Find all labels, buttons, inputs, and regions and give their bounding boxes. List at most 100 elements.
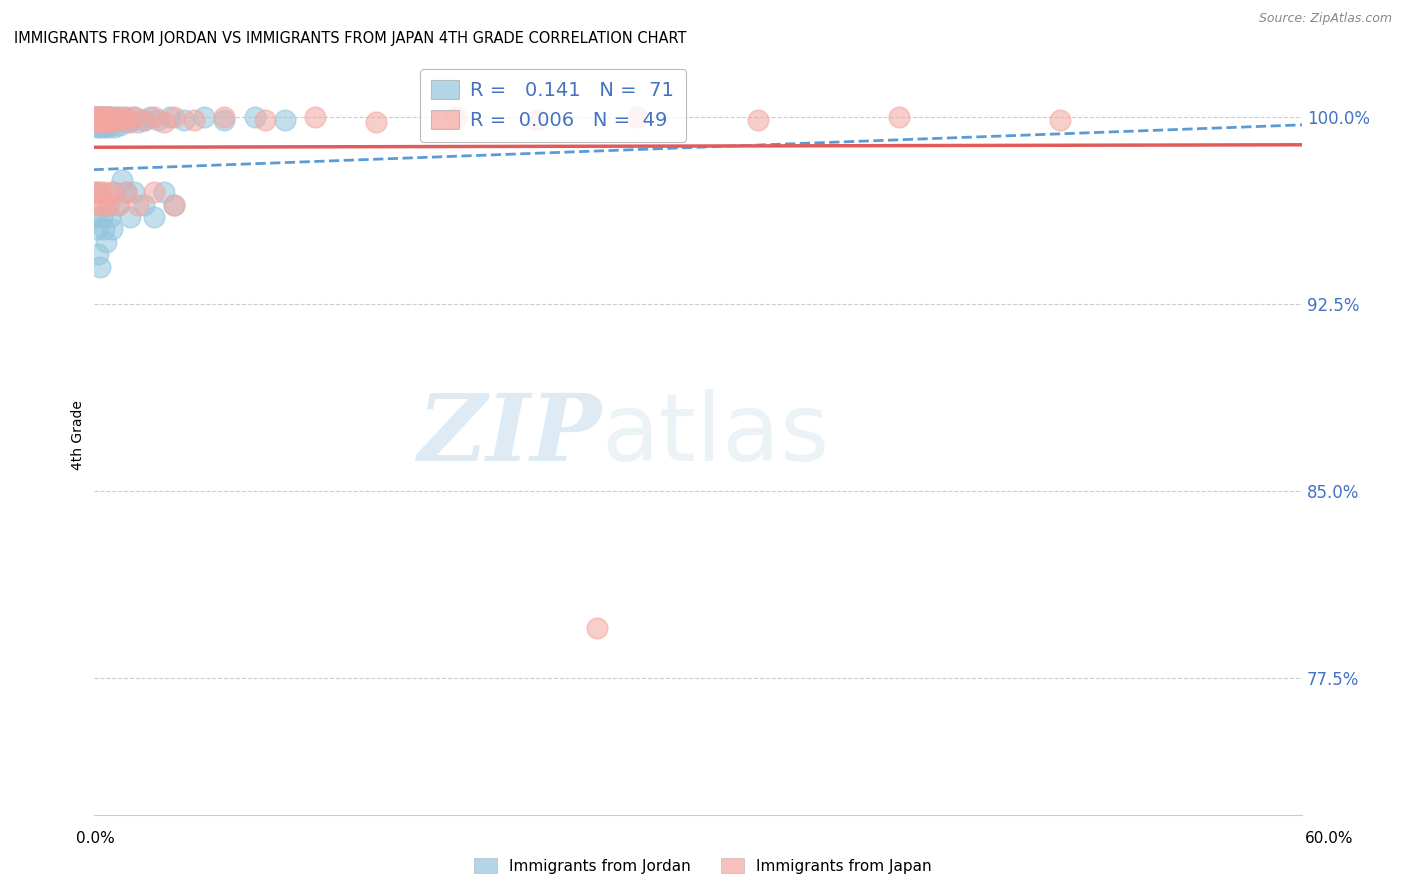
Point bbox=[114, 115, 136, 129]
Point bbox=[84, 210, 107, 224]
Point bbox=[163, 111, 186, 125]
Text: IMMIGRANTS FROM JORDAN VS IMMIGRANTS FROM JAPAN 4TH GRADE CORRELATION CHART: IMMIGRANTS FROM JORDAN VS IMMIGRANTS FRO… bbox=[14, 31, 686, 46]
Point bbox=[274, 112, 297, 127]
Point bbox=[84, 112, 107, 127]
Legend: Immigrants from Jordan, Immigrants from Japan: Immigrants from Jordan, Immigrants from … bbox=[468, 852, 938, 880]
Point bbox=[94, 111, 117, 125]
Point bbox=[747, 112, 769, 127]
Point bbox=[90, 111, 112, 125]
Point bbox=[94, 115, 117, 129]
Point bbox=[103, 115, 125, 129]
Point bbox=[84, 111, 107, 125]
Point bbox=[112, 111, 135, 125]
Point bbox=[86, 222, 108, 236]
Point bbox=[118, 112, 141, 127]
Point bbox=[93, 112, 115, 127]
Point bbox=[146, 112, 169, 127]
Point bbox=[253, 112, 276, 127]
Point bbox=[107, 197, 129, 211]
Point bbox=[127, 197, 149, 211]
Point bbox=[193, 111, 215, 125]
Point bbox=[100, 222, 122, 236]
Point bbox=[89, 185, 111, 199]
Point bbox=[153, 115, 176, 129]
Point bbox=[304, 111, 326, 125]
Text: Source: ZipAtlas.com: Source: ZipAtlas.com bbox=[1258, 12, 1392, 25]
Legend: R =   0.141   N =  71, R =  0.006   N =  49: R = 0.141 N = 71, R = 0.006 N = 49 bbox=[420, 69, 686, 142]
Point bbox=[94, 118, 117, 132]
Point bbox=[93, 111, 115, 125]
Point bbox=[91, 111, 114, 125]
Point bbox=[103, 120, 125, 135]
Text: atlas: atlas bbox=[602, 389, 830, 481]
Point bbox=[84, 115, 107, 129]
Point bbox=[98, 210, 121, 224]
Point bbox=[526, 112, 548, 127]
Point bbox=[90, 197, 112, 211]
Point bbox=[103, 115, 125, 129]
Point bbox=[100, 112, 122, 127]
Point bbox=[122, 185, 145, 199]
Point bbox=[114, 111, 136, 125]
Point bbox=[93, 115, 115, 129]
Point bbox=[122, 111, 145, 125]
Point bbox=[214, 112, 236, 127]
Point bbox=[586, 621, 609, 635]
Point bbox=[93, 112, 115, 127]
Point bbox=[98, 118, 121, 132]
Point bbox=[97, 197, 120, 211]
Point bbox=[214, 111, 236, 125]
Point bbox=[89, 120, 111, 135]
Point bbox=[143, 111, 166, 125]
Point bbox=[86, 111, 108, 125]
Point bbox=[107, 197, 129, 211]
Point bbox=[90, 118, 112, 132]
Point bbox=[243, 111, 266, 125]
Point bbox=[127, 115, 149, 129]
Point bbox=[111, 112, 134, 127]
Point bbox=[97, 111, 120, 125]
Y-axis label: 4th Grade: 4th Grade bbox=[72, 400, 86, 470]
Point bbox=[163, 197, 186, 211]
Point bbox=[111, 172, 134, 186]
Point bbox=[84, 185, 107, 199]
Point bbox=[1049, 112, 1071, 127]
Point bbox=[86, 118, 108, 132]
Point bbox=[94, 235, 117, 249]
Point bbox=[122, 111, 145, 125]
Point bbox=[139, 111, 162, 125]
Point bbox=[90, 111, 112, 125]
Point bbox=[90, 115, 112, 129]
Point bbox=[93, 222, 115, 236]
Text: ZIP: ZIP bbox=[418, 390, 602, 480]
Point bbox=[86, 247, 108, 261]
Point bbox=[86, 197, 108, 211]
Point bbox=[86, 115, 108, 129]
Point bbox=[118, 115, 141, 129]
Point bbox=[90, 112, 112, 127]
Point bbox=[107, 111, 129, 125]
Point bbox=[86, 111, 108, 125]
Point bbox=[97, 197, 120, 211]
Point bbox=[98, 111, 121, 125]
Point bbox=[90, 210, 112, 224]
Text: 0.0%: 0.0% bbox=[76, 831, 115, 846]
Point bbox=[114, 185, 136, 199]
Point bbox=[100, 111, 122, 125]
Point bbox=[364, 115, 387, 129]
Point bbox=[108, 118, 131, 132]
Point bbox=[143, 210, 166, 224]
Point bbox=[444, 111, 467, 125]
Point bbox=[132, 112, 155, 127]
Point bbox=[87, 112, 110, 127]
Point bbox=[626, 111, 648, 125]
Point bbox=[93, 185, 115, 199]
Point bbox=[98, 112, 121, 127]
Point bbox=[84, 111, 107, 125]
Point bbox=[100, 185, 122, 199]
Point bbox=[97, 115, 120, 129]
Point bbox=[89, 111, 111, 125]
Point bbox=[153, 185, 176, 199]
Point bbox=[84, 111, 107, 125]
Point bbox=[86, 120, 108, 135]
